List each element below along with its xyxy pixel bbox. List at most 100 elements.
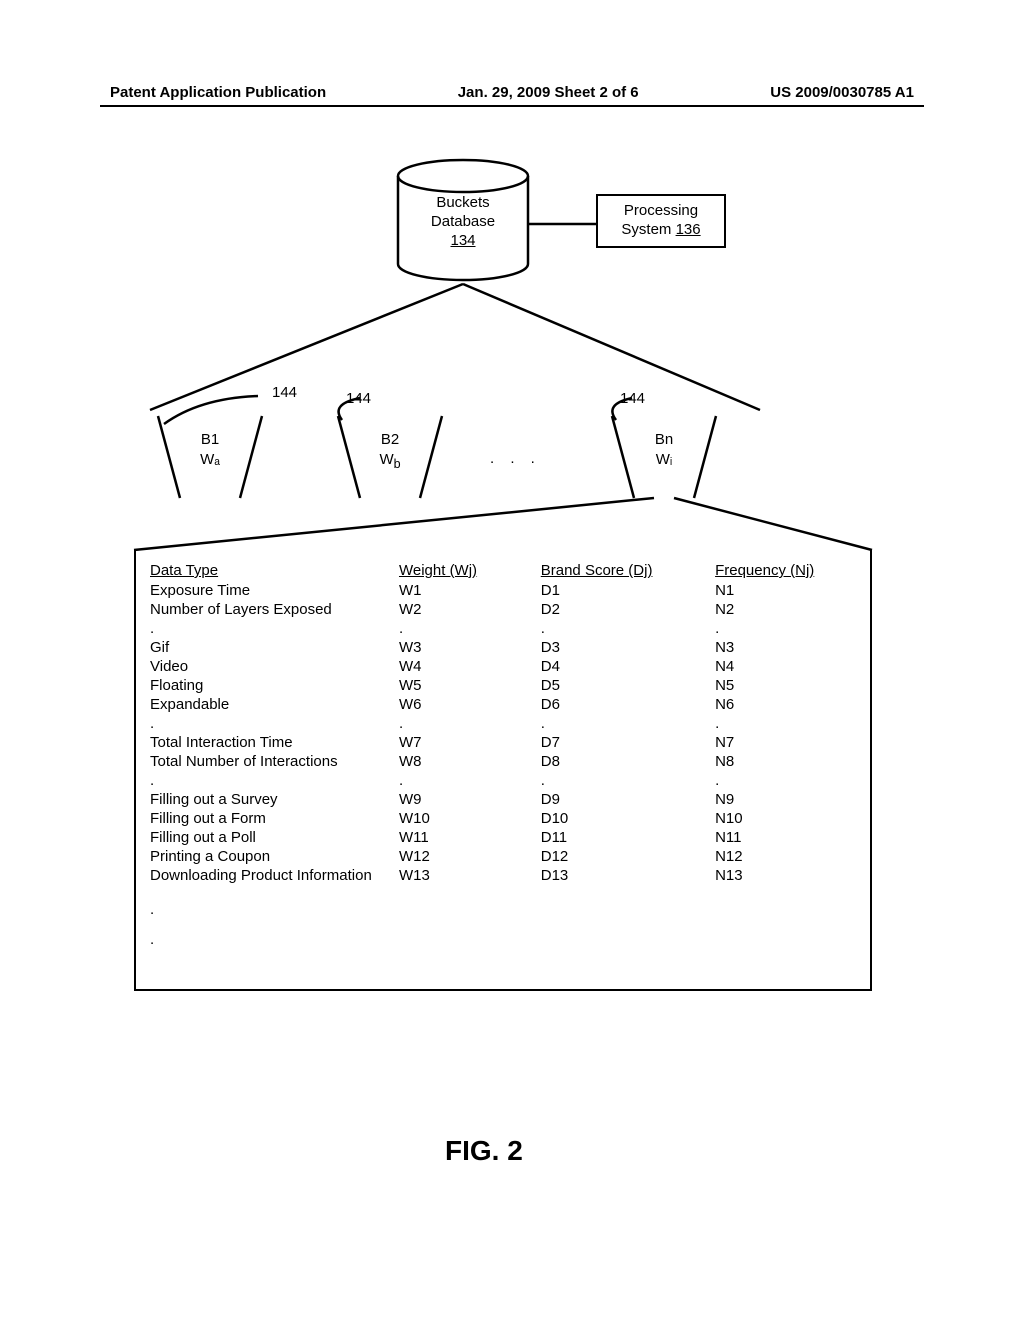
table-cell: W1	[399, 581, 541, 600]
table-cell: N5	[715, 676, 844, 695]
db-line2: Database	[431, 213, 495, 230]
table-cell: W8	[399, 752, 541, 771]
bucket-label: Bn Wᵢ	[640, 430, 688, 469]
table-cell: Number of Layers Exposed	[150, 600, 399, 619]
table-row: VideoW4D4N4	[150, 657, 844, 676]
table-row: GifW3D3N3	[150, 638, 844, 657]
header-center: Jan. 29, 2009 Sheet 2 of 6	[458, 84, 639, 101]
table-row: Filling out a SurveyW9D9N9	[150, 790, 844, 809]
table-cell: D3	[541, 638, 715, 657]
table-cell: Filling out a Survey	[150, 790, 399, 809]
table-header-row: Data Type Weight (Wj) Brand Score (Dj) F…	[150, 562, 844, 581]
table-cell: D5	[541, 676, 715, 695]
table-cell: D8	[541, 752, 715, 771]
bucket-label: B2 Wb	[366, 430, 414, 472]
table-cell: D6	[541, 695, 715, 714]
bucket-name: Bn	[655, 431, 673, 448]
bucket-name: B1	[201, 431, 219, 448]
table-cell: N10	[715, 809, 844, 828]
table-cell: D11	[541, 828, 715, 847]
table-cell: W7	[399, 733, 541, 752]
header-rule	[100, 105, 924, 107]
proc-line1: Processing	[624, 202, 698, 219]
database-label: Buckets Database 134	[398, 194, 528, 250]
leader-label-144: 144	[272, 384, 297, 401]
bucket-weight: Wᵢ	[656, 451, 673, 468]
table-cell: N4	[715, 657, 844, 676]
table-cell: W10	[399, 809, 541, 828]
table-cell: D4	[541, 657, 715, 676]
table-cell: Gif	[150, 638, 399, 657]
table-row: Filling out a PollW11D11N11	[150, 828, 844, 847]
table-cell: D10	[541, 809, 715, 828]
data-table-inner: Data Type Weight (Wj) Brand Score (Dj) F…	[150, 562, 844, 885]
table-cell: D13	[541, 866, 715, 885]
table-cell: N6	[715, 695, 844, 714]
table-cell: N13	[715, 866, 844, 885]
bucket-weight: Wₐ	[200, 451, 220, 468]
table-cell: D7	[541, 733, 715, 752]
table-row: Filling out a FormW10D10N10	[150, 809, 844, 828]
header-right: US 2009/0030785 A1	[770, 84, 914, 101]
table-cell: N3	[715, 638, 844, 657]
table-cell: N8	[715, 752, 844, 771]
table-row: Printing a CouponW12D12N12	[150, 847, 844, 866]
table-cell: W11	[399, 828, 541, 847]
leader-label-144: 144	[346, 390, 371, 407]
table-cell: W12	[399, 847, 541, 866]
bucket-ellipsis: . . .	[490, 450, 541, 467]
table-cell: W13	[399, 866, 541, 885]
table-row: ExpandableW6D6N6	[150, 695, 844, 714]
table-cell: Total Interaction Time	[150, 733, 399, 752]
table-cell: N12	[715, 847, 844, 866]
table-cell: Exposure Time	[150, 581, 399, 600]
table-cell: N1	[715, 581, 844, 600]
table-cell: W5	[399, 676, 541, 695]
table-cell: W6	[399, 695, 541, 714]
table-cell: Floating	[150, 676, 399, 695]
bucket-label: B1 Wₐ	[186, 430, 234, 469]
table-body: Exposure TimeW1D1N1Number of Layers Expo…	[150, 581, 844, 885]
processing-system-box: Processing System 136	[596, 194, 726, 248]
table-row: Downloading Product InformationW13D13N13	[150, 866, 844, 885]
table-cell: N7	[715, 733, 844, 752]
table-cell: W4	[399, 657, 541, 676]
table-cell: Total Number of Interactions	[150, 752, 399, 771]
table-cell: Video	[150, 657, 399, 676]
bucket-weight: Wb	[379, 451, 400, 468]
table-row: Number of Layers ExposedW2D2N2	[150, 600, 844, 619]
table-cell: D1	[541, 581, 715, 600]
col-header-weight: Weight (Wj)	[399, 562, 541, 581]
table-cell: W9	[399, 790, 541, 809]
header-left: Patent Application Publication	[110, 84, 326, 101]
trailing-dots: ..	[150, 895, 844, 955]
leader-label-144: 144	[620, 390, 645, 407]
data-table: Data Type Weight (Wj) Brand Score (Dj) F…	[134, 550, 872, 991]
table-row: Exposure TimeW1D1N1	[150, 581, 844, 600]
page: Patent Application Publication Jan. 29, …	[0, 0, 1024, 1320]
col-header-freq: Frequency (Nj)	[715, 562, 844, 581]
table-row: FloatingW5D5N5	[150, 676, 844, 695]
proc-line2: System	[621, 221, 671, 238]
bucket-name: B2	[381, 431, 399, 448]
table-cell: N2	[715, 600, 844, 619]
db-line1: Buckets	[436, 194, 489, 211]
table-cell: Filling out a Poll	[150, 828, 399, 847]
table-cell: N11	[715, 828, 844, 847]
table-gap-row	[150, 619, 844, 638]
table-gap-row	[150, 771, 844, 790]
table-cell: D2	[541, 600, 715, 619]
figure-area: Buckets Database 134 Processing System 1…	[100, 150, 924, 1150]
table-cell: Downloading Product Information	[150, 866, 399, 885]
table-cell: D9	[541, 790, 715, 809]
figure-caption: FIG. 2	[445, 1135, 523, 1167]
col-header-score: Brand Score (Dj)	[541, 562, 715, 581]
proc-ref: 136	[676, 221, 701, 238]
table-cell: Filling out a Form	[150, 809, 399, 828]
table-cell: Expandable	[150, 695, 399, 714]
table-row: Total Number of InteractionsW8D8N8	[150, 752, 844, 771]
page-header: Patent Application Publication Jan. 29, …	[110, 84, 914, 101]
table-cell: W2	[399, 600, 541, 619]
table-cell: Printing a Coupon	[150, 847, 399, 866]
col-header-type: Data Type	[150, 562, 399, 581]
